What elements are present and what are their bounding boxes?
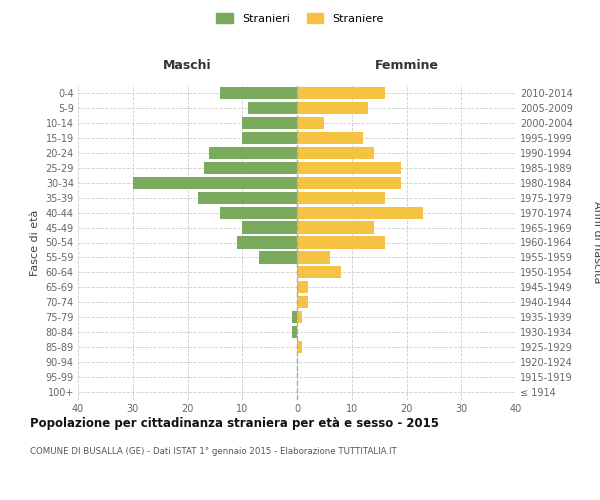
Bar [292, 311, 297, 324]
Bar [292, 326, 297, 338]
Bar [297, 117, 325, 129]
Bar [297, 147, 374, 159]
Bar [199, 192, 297, 204]
Legend: Stranieri, Straniere: Stranieri, Straniere [214, 10, 386, 26]
Bar [259, 252, 297, 264]
Bar [220, 87, 297, 100]
Bar [297, 311, 302, 324]
Bar [242, 222, 297, 234]
Bar [297, 222, 374, 234]
Bar [204, 162, 297, 174]
Text: COMUNE DI BUSALLA (GE) - Dati ISTAT 1° gennaio 2015 - Elaborazione TUTTITALIA.IT: COMUNE DI BUSALLA (GE) - Dati ISTAT 1° g… [30, 448, 397, 456]
Bar [297, 252, 330, 264]
Bar [297, 162, 401, 174]
Bar [297, 206, 423, 219]
Text: Maschi: Maschi [163, 60, 212, 72]
Bar [242, 132, 297, 144]
Bar [220, 206, 297, 219]
Bar [237, 236, 297, 248]
Bar [297, 236, 385, 248]
Bar [297, 266, 341, 278]
Text: Popolazione per cittadinanza straniera per età e sesso - 2015: Popolazione per cittadinanza straniera p… [30, 418, 439, 430]
Bar [297, 192, 385, 204]
Bar [209, 147, 297, 159]
Bar [248, 102, 297, 115]
Bar [297, 296, 308, 308]
Bar [297, 87, 385, 100]
Bar [297, 281, 308, 293]
Bar [242, 117, 297, 129]
Bar [297, 102, 368, 115]
Bar [297, 176, 401, 189]
Y-axis label: Anni di nascita: Anni di nascita [592, 201, 600, 284]
Bar [297, 341, 302, 353]
Bar [297, 132, 363, 144]
Y-axis label: Fasce di età: Fasce di età [30, 210, 40, 276]
Text: Femmine: Femmine [374, 60, 439, 72]
Bar [133, 176, 297, 189]
